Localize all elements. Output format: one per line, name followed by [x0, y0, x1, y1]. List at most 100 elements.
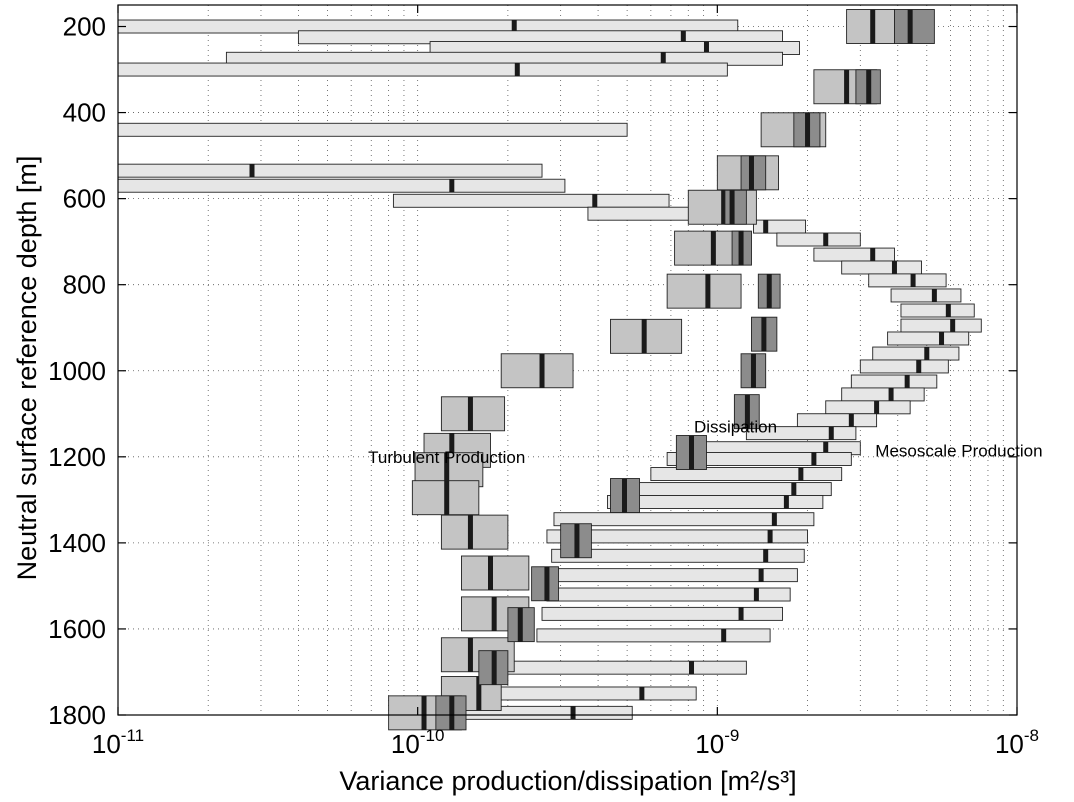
- median-marker: [639, 686, 645, 700]
- box-turbulent-production: [461, 555, 530, 591]
- x-tick-label: 10-8: [995, 726, 1039, 759]
- median-marker: [641, 319, 647, 354]
- annotation-label: Mesoscale Production: [875, 441, 1042, 460]
- median-marker: [828, 426, 834, 440]
- median-marker: [487, 556, 493, 590]
- median-marker: [763, 549, 769, 563]
- box-mesoscale-production: [536, 628, 771, 643]
- median-marker: [924, 347, 930, 361]
- median-marker: [449, 179, 455, 193]
- box-mesoscale-production: [666, 452, 852, 466]
- median-marker: [514, 63, 520, 77]
- plot-frame: [117, 4, 1018, 716]
- median-marker: [710, 231, 716, 266]
- median-marker: [689, 435, 695, 470]
- y-tick-label: 1800: [48, 700, 106, 730]
- median-marker: [703, 41, 709, 55]
- median-marker: [592, 194, 598, 208]
- x-tick-exponent: -10: [420, 726, 445, 745]
- median-marker: [738, 607, 744, 621]
- box-mesoscale-production: [859, 359, 949, 374]
- y-tick-label: 1400: [48, 528, 106, 558]
- box-mesoscale-production: [753, 219, 807, 234]
- median-marker: [791, 482, 797, 496]
- box-turbulent-production: [440, 514, 509, 550]
- median-marker: [705, 274, 711, 309]
- median-marker: [823, 233, 829, 247]
- y-tick-label: 600: [63, 184, 106, 214]
- box-mesoscale-production: [650, 467, 843, 481]
- x-tick-label: 10-10: [391, 726, 445, 759]
- median-marker: [517, 607, 523, 642]
- x-tick-exponent: -8: [1024, 726, 1039, 745]
- median-marker: [753, 588, 759, 602]
- median-marker: [467, 515, 473, 550]
- x-tick-label: 10-9: [695, 726, 739, 759]
- box-turbulent-production: [666, 273, 742, 309]
- box-dissipation: [894, 9, 935, 44]
- median-marker: [748, 155, 754, 190]
- median-marker: [767, 529, 773, 543]
- median-marker: [874, 400, 880, 414]
- box-mesoscale-production: [546, 587, 791, 602]
- median-marker: [783, 495, 789, 509]
- box-mesoscale-production: [841, 387, 925, 402]
- annotation-label: Dissipation: [694, 418, 777, 437]
- median-marker: [870, 248, 876, 262]
- median-marker: [249, 164, 255, 178]
- y-axis-label: Neutral surface reference depth [m]: [12, 156, 42, 581]
- y-tick-label: 200: [63, 12, 106, 42]
- x-tick-base: 10: [391, 729, 420, 759]
- box-mesoscale-production: [478, 686, 697, 701]
- x-tick-base: 10: [695, 729, 724, 759]
- median-marker: [888, 387, 894, 401]
- median-marker: [763, 220, 769, 234]
- median-marker: [449, 695, 455, 730]
- annotations: Turbulent Production Dissipation Mesoscale…: [368, 418, 1042, 467]
- median-marker: [621, 478, 627, 513]
- box-mesoscale-production: [634, 482, 832, 497]
- median-marker: [811, 452, 817, 466]
- median-marker: [660, 52, 666, 66]
- y-tick-label: 1600: [48, 614, 106, 644]
- box-mesoscale-production: [392, 193, 670, 208]
- median-marker: [945, 304, 951, 318]
- box-mesoscale-production: [546, 529, 808, 544]
- median-marker: [738, 231, 744, 266]
- median-marker: [907, 9, 913, 44]
- y-tick-label: 800: [63, 270, 106, 300]
- box-mesoscale-production: [607, 495, 824, 509]
- median-marker: [467, 396, 473, 431]
- median-marker: [729, 190, 735, 225]
- box-mesoscale-production: [776, 232, 861, 247]
- box-mesoscale-production: [117, 122, 628, 137]
- median-marker: [939, 331, 945, 345]
- box-mesoscale-production: [551, 548, 805, 563]
- median-marker: [950, 319, 956, 333]
- median-marker: [444, 452, 450, 487]
- median-marker: [539, 353, 545, 388]
- median-marker: [476, 676, 482, 711]
- box-mesoscale-production: [541, 606, 783, 621]
- box-turbulent-production: [500, 353, 574, 389]
- x-tick-base: 10: [995, 729, 1024, 759]
- median-marker: [721, 190, 727, 225]
- y-tick-label: 400: [63, 98, 106, 128]
- median-marker: [805, 112, 811, 147]
- median-marker: [848, 413, 854, 427]
- median-marker: [574, 523, 580, 558]
- box-mesoscale-production: [493, 660, 747, 675]
- box-mesoscale-production: [745, 426, 857, 441]
- y-tick-label: 1200: [48, 442, 106, 472]
- box-mesoscale-production: [900, 303, 975, 318]
- median-marker: [910, 273, 916, 287]
- median-marker: [444, 480, 450, 515]
- box-mesoscale-production: [868, 273, 947, 288]
- x-tick-exponent: -9: [724, 726, 739, 745]
- x-axis-label: Variance production/dissipation [m²/s³]: [339, 766, 796, 796]
- x-tick-base: 10: [92, 729, 121, 759]
- box-mesoscale-production: [117, 62, 728, 77]
- median-marker: [744, 394, 750, 429]
- median-marker: [931, 288, 937, 302]
